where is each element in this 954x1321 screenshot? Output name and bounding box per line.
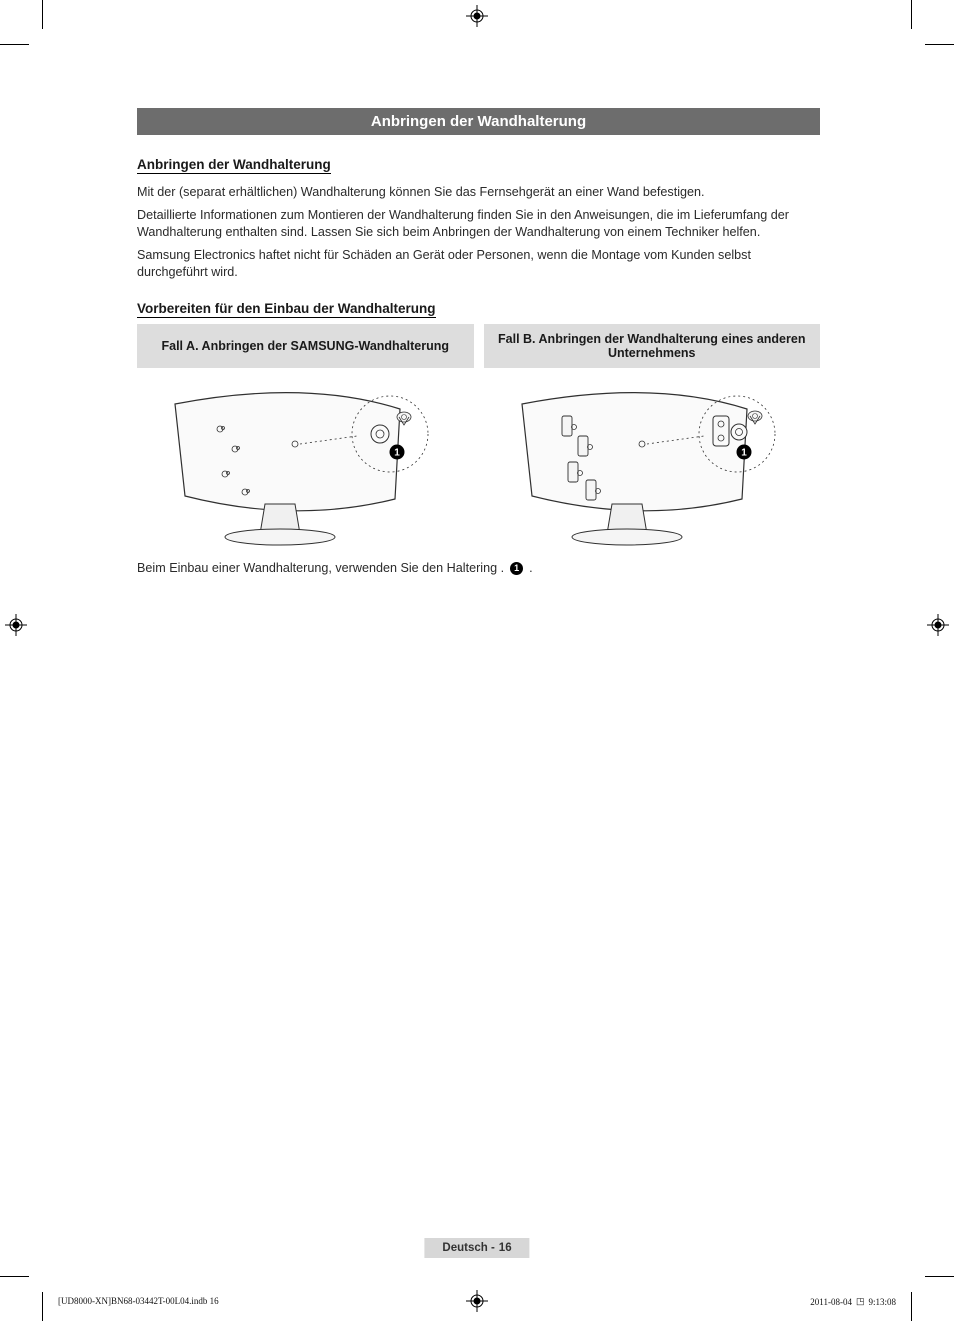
registration-mark-icon <box>466 5 488 27</box>
case-a-header: Fall A. Anbringen der SAMSUNG-Wandhalter… <box>137 324 474 368</box>
case-a-label: Fall A. Anbringen der SAMSUNG-Wandhalter… <box>162 339 450 353</box>
after-diagram-note: Beim Einbau einer Wandhalterung, verwend… <box>137 560 820 577</box>
note-text-before: Beim Einbau einer Wandhalterung, verwend… <box>137 560 504 577</box>
crop-mark <box>42 0 43 29</box>
footer-timestamp: 2011-08-04 ◳ 9:13:08 <box>810 1296 896 1307</box>
note-bullet-number: 1 <box>510 562 523 575</box>
footer-date: 2011-08-04 <box>810 1297 852 1307</box>
clock-icon: ◳ <box>856 1296 865 1307</box>
footer-time: 9:13:08 <box>868 1297 896 1307</box>
section-title-bar: Anbringen der Wandhalterung <box>137 108 820 135</box>
crop-mark <box>0 1276 29 1277</box>
registration-mark-icon <box>5 614 27 636</box>
subheading-attach: Anbringen der Wandhalterung <box>137 157 331 174</box>
subheading-prepare: Vorbereiten für den Einbau der Wandhalte… <box>137 301 436 318</box>
footer-lang-label: Deutsch - <box>442 1242 494 1254</box>
crop-mark <box>911 0 912 29</box>
crop-mark <box>925 1276 954 1277</box>
footer-language-badge: Deutsch - 16 <box>424 1238 529 1258</box>
footer-page-number: 16 <box>499 1242 512 1254</box>
case-header-row: Fall A. Anbringen der SAMSUNG-Wandhalter… <box>137 324 820 368</box>
paragraph: Mit der (separat erhältlichen) Wandhalte… <box>137 184 820 201</box>
registration-mark-icon <box>927 614 949 636</box>
diagram-row: 1 <box>137 374 820 550</box>
crop-mark <box>42 1292 43 1321</box>
crop-mark <box>0 44 29 45</box>
svg-text:1: 1 <box>741 448 747 459</box>
section-title: Anbringen der Wandhalterung <box>371 113 586 130</box>
crop-mark <box>925 44 954 45</box>
note-text-after: . <box>529 560 533 577</box>
crop-mark <box>911 1292 912 1321</box>
diagram-case-b: 1 <box>484 374 821 550</box>
paragraph: Detaillierte Informationen zum Montieren… <box>137 207 820 241</box>
diagram-case-a: 1 <box>137 374 474 550</box>
footer-filename: [UD8000-XN]BN68-03442T-00L04.indb 16 <box>58 1296 219 1306</box>
case-b-header: Fall B. Anbringen der Wandhalterung eine… <box>484 324 821 368</box>
intro-paragraphs: Mit der (separat erhältlichen) Wandhalte… <box>137 184 820 281</box>
paragraph: Samsung Electronics haftet nicht für Sch… <box>137 247 820 281</box>
case-b-label: Fall B. Anbringen der Wandhalterung eine… <box>492 332 813 360</box>
registration-mark-icon <box>466 1290 488 1312</box>
svg-text:1: 1 <box>394 448 400 459</box>
page-content: Anbringen der Wandhalterung Anbringen de… <box>137 108 820 577</box>
